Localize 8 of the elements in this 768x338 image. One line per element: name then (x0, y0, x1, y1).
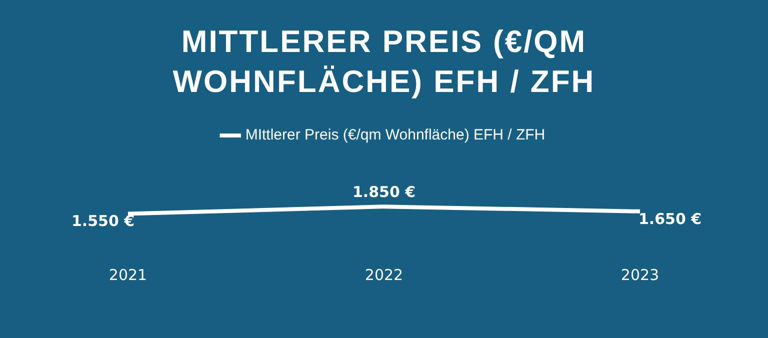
data-label: 1.850 € (352, 182, 416, 201)
legend-label: MIttlerer Preis (€/qm Wohnfläche) EFH / ZFH (245, 126, 546, 144)
x-tick-label: 2022 (364, 266, 404, 284)
x-tick-label: 2021 (108, 266, 148, 284)
chart-title: MITTLERER PREIS (€/QM WOHNFLÄCHE) EFH / ZFH (172, 23, 596, 101)
data-label: 1.650 € (638, 210, 702, 228)
x-tick-label: 2023 (620, 266, 660, 284)
data-label: 1.550 € (71, 212, 135, 230)
